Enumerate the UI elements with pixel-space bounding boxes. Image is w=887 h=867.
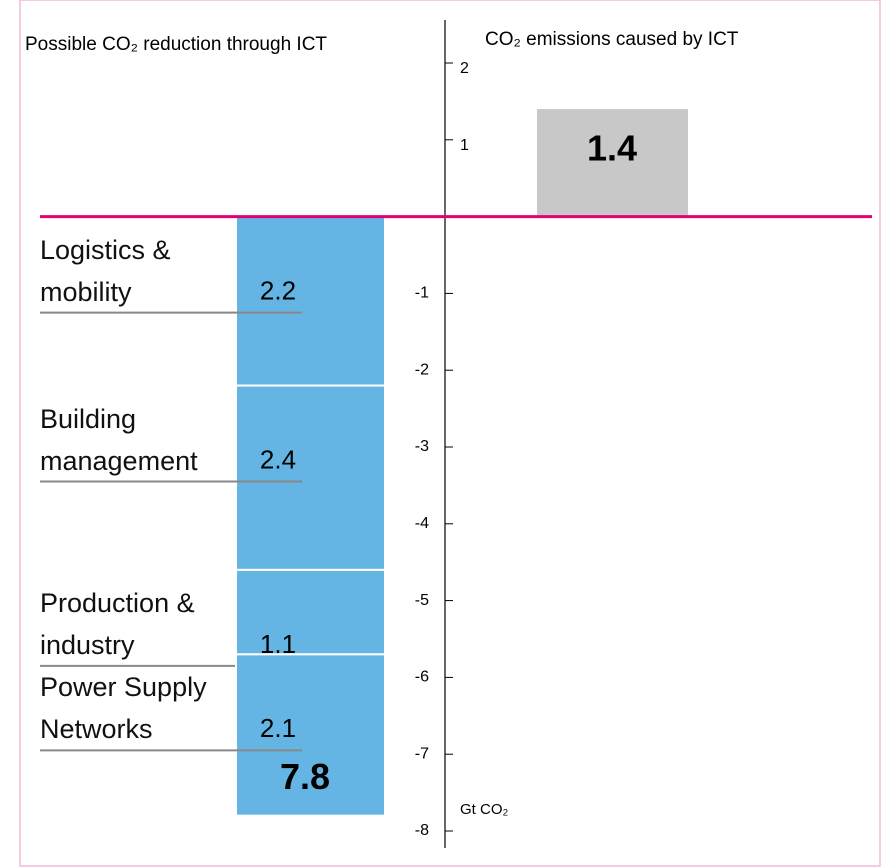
frame [19, 0, 881, 867]
y-tick-label: 2 [460, 60, 469, 77]
bar [537, 109, 688, 217]
value-label: 2.1 [260, 713, 296, 743]
category-label: Production & industry [40, 587, 195, 660]
total-label: 7.8 [280, 756, 330, 797]
y-tick-label: -5 [415, 592, 429, 609]
axis-label: Gt CO₂ [460, 801, 509, 818]
y-tick-label: -2 [415, 361, 429, 378]
bar-segment [235, 384, 386, 571]
y-tick-label: -1 [415, 285, 429, 302]
value-label: 2.4 [260, 444, 296, 474]
y-tick-label: -6 [415, 669, 429, 686]
y-tick-label: 1 [460, 137, 469, 154]
chart-title: Possible CO₂ reduction through ICT [25, 34, 327, 55]
y-tick-label: -7 [415, 745, 429, 762]
y-tick-label: -8 [415, 822, 429, 839]
y-tick-label: -3 [415, 438, 429, 455]
category-label: Building management [40, 403, 198, 476]
y-tick-label: -4 [415, 515, 429, 532]
bar-segment [235, 653, 386, 817]
value-label: 2.2 [260, 275, 296, 305]
chart-title-right: CO₂ emissions caused by ICT [485, 29, 739, 50]
category-label: Power Supply Networks [40, 672, 207, 745]
value-label: 1.4 [587, 128, 637, 169]
bar-segment [235, 215, 386, 387]
category-label: Logistics & mobility [40, 234, 171, 307]
bar-segment [235, 568, 386, 656]
